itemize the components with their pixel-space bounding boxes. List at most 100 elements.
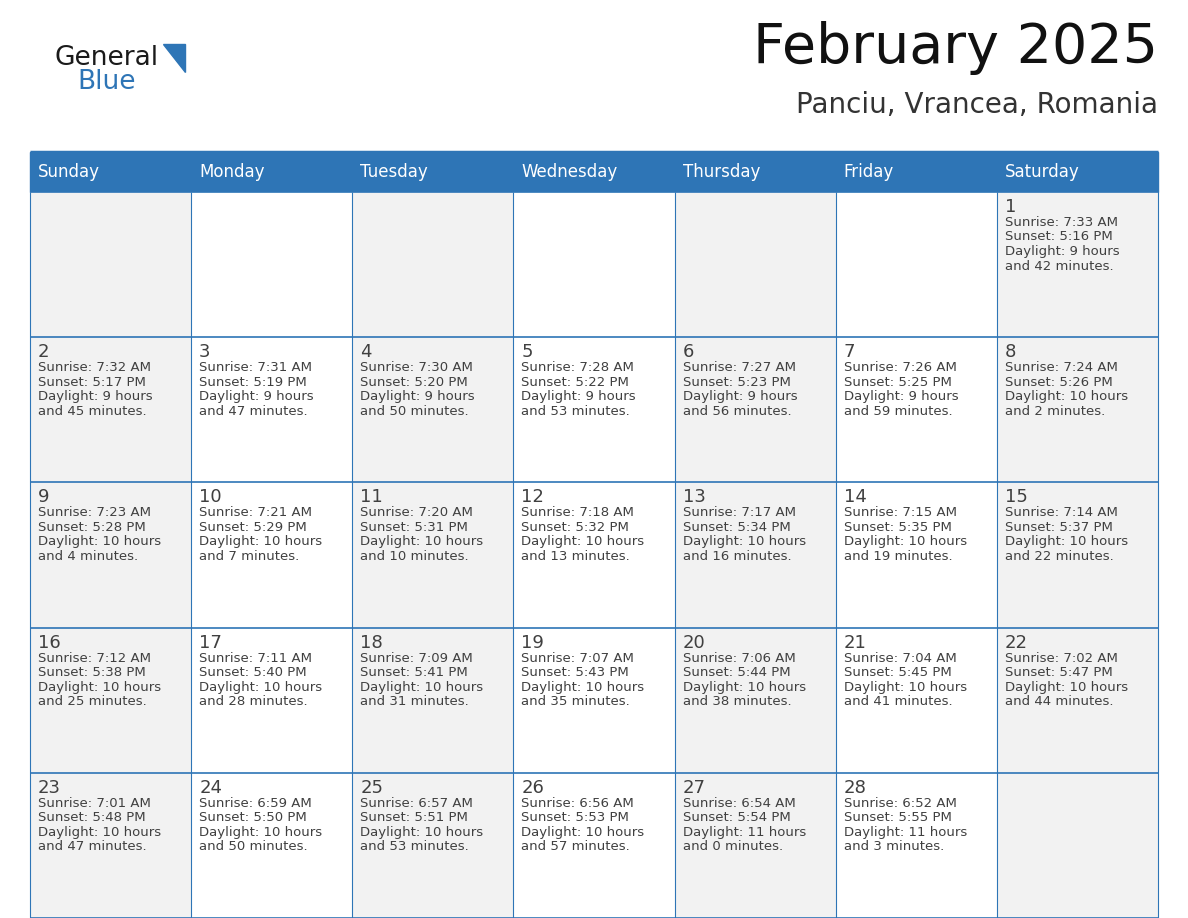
- Text: Sunrise: 7:06 AM: Sunrise: 7:06 AM: [683, 652, 795, 665]
- Text: Sunrise: 6:57 AM: Sunrise: 6:57 AM: [360, 797, 473, 810]
- Text: Sunset: 5:38 PM: Sunset: 5:38 PM: [38, 666, 146, 679]
- Text: Sunrise: 6:52 AM: Sunrise: 6:52 AM: [843, 797, 956, 810]
- Bar: [353, 192, 513, 337]
- Bar: [353, 337, 513, 482]
- Text: Daylight: 11 hours: Daylight: 11 hours: [843, 826, 967, 839]
- Text: Sunrise: 7:12 AM: Sunrise: 7:12 AM: [38, 652, 151, 665]
- Text: and 31 minutes.: and 31 minutes.: [360, 695, 469, 708]
- Bar: [191, 152, 353, 192]
- Text: Daylight: 10 hours: Daylight: 10 hours: [683, 535, 805, 548]
- Text: 19: 19: [522, 633, 544, 652]
- Bar: [353, 482, 513, 628]
- Text: 22: 22: [1005, 633, 1028, 652]
- Text: Sunrise: 7:18 AM: Sunrise: 7:18 AM: [522, 507, 634, 520]
- Text: 6: 6: [683, 343, 694, 361]
- Text: 13: 13: [683, 488, 706, 507]
- Bar: [997, 628, 1158, 773]
- Text: Sunset: 5:25 PM: Sunset: 5:25 PM: [843, 375, 952, 388]
- Text: Sunset: 5:50 PM: Sunset: 5:50 PM: [200, 812, 307, 824]
- Bar: [835, 337, 997, 482]
- Text: Daylight: 9 hours: Daylight: 9 hours: [522, 390, 636, 403]
- Text: Sunset: 5:29 PM: Sunset: 5:29 PM: [200, 521, 307, 534]
- Text: Sunrise: 7:27 AM: Sunrise: 7:27 AM: [683, 361, 796, 375]
- Bar: [675, 628, 835, 773]
- Text: Sunset: 5:54 PM: Sunset: 5:54 PM: [683, 812, 790, 824]
- Text: Sunrise: 7:07 AM: Sunrise: 7:07 AM: [522, 652, 634, 665]
- Bar: [835, 192, 997, 337]
- Text: Sunrise: 7:15 AM: Sunrise: 7:15 AM: [843, 507, 956, 520]
- Bar: [513, 192, 675, 337]
- Text: and 56 minutes.: and 56 minutes.: [683, 405, 791, 418]
- Bar: [835, 482, 997, 628]
- Text: 2: 2: [38, 343, 50, 361]
- Text: Daylight: 10 hours: Daylight: 10 hours: [843, 680, 967, 694]
- Text: and 16 minutes.: and 16 minutes.: [683, 550, 791, 563]
- Text: Wednesday: Wednesday: [522, 163, 618, 181]
- Text: Sunrise: 7:23 AM: Sunrise: 7:23 AM: [38, 507, 151, 520]
- Bar: [353, 152, 513, 192]
- Text: Daylight: 10 hours: Daylight: 10 hours: [38, 535, 162, 548]
- Text: 20: 20: [683, 633, 706, 652]
- Text: 27: 27: [683, 778, 706, 797]
- Text: Friday: Friday: [843, 163, 893, 181]
- Text: and 3 minutes.: and 3 minutes.: [843, 840, 944, 854]
- Text: Daylight: 10 hours: Daylight: 10 hours: [843, 535, 967, 548]
- Text: and 44 minutes.: and 44 minutes.: [1005, 695, 1113, 708]
- Bar: [30, 482, 191, 628]
- Text: and 25 minutes.: and 25 minutes.: [38, 695, 147, 708]
- Bar: [30, 152, 191, 192]
- Bar: [513, 628, 675, 773]
- Text: 1: 1: [1005, 198, 1016, 216]
- Bar: [513, 152, 675, 192]
- Text: Daylight: 9 hours: Daylight: 9 hours: [843, 390, 959, 403]
- Text: Monday: Monday: [200, 163, 265, 181]
- Text: Sunset: 5:45 PM: Sunset: 5:45 PM: [843, 666, 952, 679]
- Text: Daylight: 10 hours: Daylight: 10 hours: [1005, 390, 1127, 403]
- Text: Sunset: 5:37 PM: Sunset: 5:37 PM: [1005, 521, 1113, 534]
- Text: Sunrise: 7:32 AM: Sunrise: 7:32 AM: [38, 361, 151, 375]
- Bar: [835, 628, 997, 773]
- Text: Tuesday: Tuesday: [360, 163, 428, 181]
- Text: Sunrise: 7:24 AM: Sunrise: 7:24 AM: [1005, 361, 1118, 375]
- Bar: [30, 773, 191, 918]
- Text: Sunset: 5:43 PM: Sunset: 5:43 PM: [522, 666, 630, 679]
- Text: 15: 15: [1005, 488, 1028, 507]
- Text: Daylight: 10 hours: Daylight: 10 hours: [522, 826, 645, 839]
- Text: Daylight: 9 hours: Daylight: 9 hours: [200, 390, 314, 403]
- Text: and 0 minutes.: and 0 minutes.: [683, 840, 783, 854]
- Text: 17: 17: [200, 633, 222, 652]
- Bar: [30, 152, 1158, 192]
- Text: and 42 minutes.: and 42 minutes.: [1005, 260, 1113, 273]
- Text: and 50 minutes.: and 50 minutes.: [360, 405, 469, 418]
- Text: Sunset: 5:16 PM: Sunset: 5:16 PM: [1005, 230, 1113, 243]
- Bar: [997, 152, 1158, 192]
- Bar: [30, 337, 191, 482]
- Text: and 2 minutes.: and 2 minutes.: [1005, 405, 1105, 418]
- Bar: [675, 773, 835, 918]
- Text: Saturday: Saturday: [1005, 163, 1080, 181]
- Bar: [191, 192, 353, 337]
- Bar: [30, 192, 191, 337]
- Text: Sunset: 5:23 PM: Sunset: 5:23 PM: [683, 375, 790, 388]
- Text: Daylight: 10 hours: Daylight: 10 hours: [200, 826, 322, 839]
- Text: and 38 minutes.: and 38 minutes.: [683, 695, 791, 708]
- Text: Daylight: 10 hours: Daylight: 10 hours: [683, 680, 805, 694]
- Text: and 19 minutes.: and 19 minutes.: [843, 550, 953, 563]
- Text: 14: 14: [843, 488, 866, 507]
- Text: and 47 minutes.: and 47 minutes.: [38, 840, 146, 854]
- Bar: [513, 482, 675, 628]
- Text: Sunrise: 6:56 AM: Sunrise: 6:56 AM: [522, 797, 634, 810]
- Text: Daylight: 10 hours: Daylight: 10 hours: [38, 680, 162, 694]
- Text: Sunrise: 7:30 AM: Sunrise: 7:30 AM: [360, 361, 473, 375]
- Text: Sunrise: 7:33 AM: Sunrise: 7:33 AM: [1005, 216, 1118, 229]
- Text: Sunrise: 7:21 AM: Sunrise: 7:21 AM: [200, 507, 312, 520]
- Bar: [997, 192, 1158, 337]
- Text: and 57 minutes.: and 57 minutes.: [522, 840, 630, 854]
- Bar: [835, 152, 997, 192]
- Bar: [191, 482, 353, 628]
- Text: Daylight: 9 hours: Daylight: 9 hours: [360, 390, 475, 403]
- Text: 3: 3: [200, 343, 210, 361]
- Text: and 47 minutes.: and 47 minutes.: [200, 405, 308, 418]
- Text: Sunrise: 7:01 AM: Sunrise: 7:01 AM: [38, 797, 151, 810]
- Text: Sunset: 5:22 PM: Sunset: 5:22 PM: [522, 375, 630, 388]
